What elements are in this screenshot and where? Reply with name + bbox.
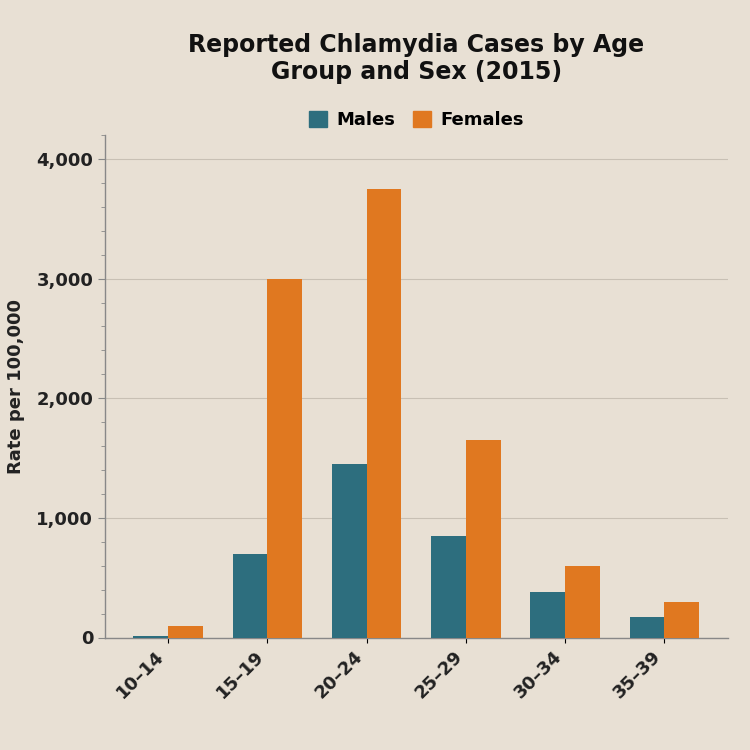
Y-axis label: Rate per 100,000: Rate per 100,000 bbox=[8, 298, 26, 474]
Bar bbox=[367, 189, 401, 638]
Bar bbox=[134, 636, 168, 638]
Bar bbox=[664, 602, 699, 638]
Bar bbox=[566, 566, 600, 638]
Bar bbox=[267, 278, 302, 638]
Title: Reported Chlamydia Cases by Age
Group and Sex (2015): Reported Chlamydia Cases by Age Group an… bbox=[188, 33, 644, 85]
Bar bbox=[232, 554, 267, 638]
Bar bbox=[530, 592, 566, 638]
Bar bbox=[431, 536, 466, 638]
Legend: Males, Females: Males, Females bbox=[302, 104, 531, 136]
Bar bbox=[630, 616, 664, 638]
Bar bbox=[168, 626, 202, 638]
Bar bbox=[466, 440, 501, 638]
Bar bbox=[332, 464, 367, 638]
